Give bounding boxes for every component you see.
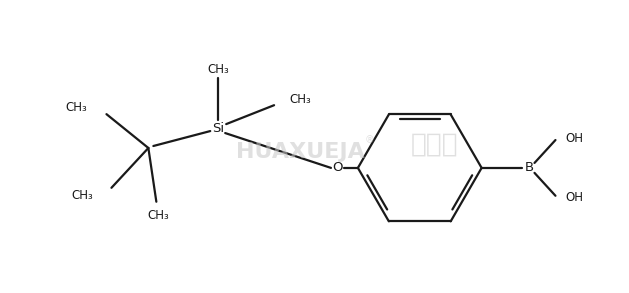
- Text: OH: OH: [565, 191, 584, 204]
- Text: CH₃: CH₃: [66, 101, 87, 114]
- Text: O: O: [333, 161, 343, 174]
- Text: Si: Si: [212, 122, 225, 134]
- Text: CH₃: CH₃: [147, 209, 169, 222]
- Text: B: B: [525, 161, 534, 174]
- Text: 化学加: 化学加: [411, 132, 459, 158]
- Text: ®: ®: [365, 135, 375, 145]
- Text: OH: OH: [565, 132, 584, 144]
- Text: CH₃: CH₃: [289, 93, 311, 106]
- Text: CH₃: CH₃: [208, 63, 229, 76]
- Text: CH₃: CH₃: [72, 189, 94, 202]
- Text: HUAXUEJA: HUAXUEJA: [236, 142, 364, 162]
